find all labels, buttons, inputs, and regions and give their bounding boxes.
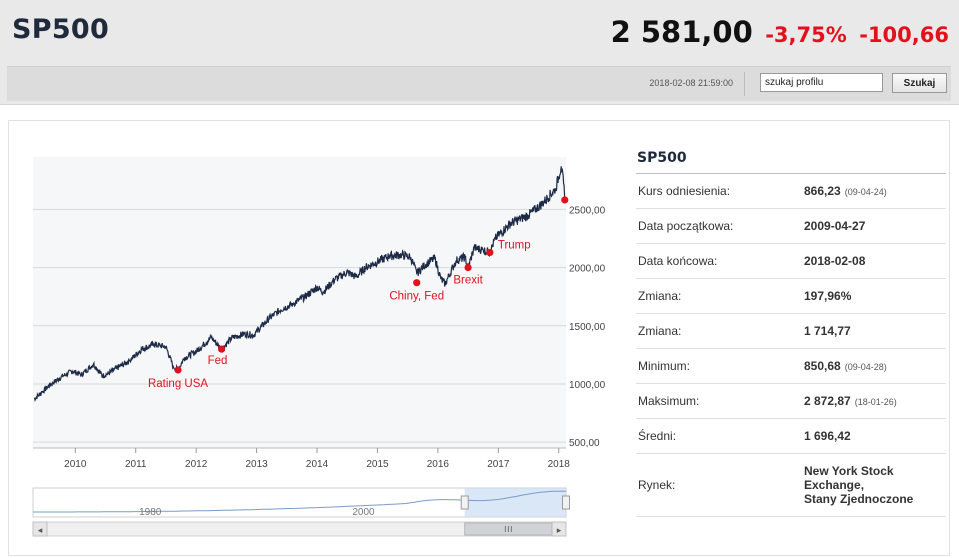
scroll-left-button[interactable] (32, 521, 48, 537)
price-row: 2 581,00 -3,75% -100,66 (611, 15, 949, 49)
symbol-title: SP500 (12, 14, 110, 45)
info-row: Minimum: 850,68 (09-04-28) (636, 348, 946, 384)
info-row: Data końcowa: 2018-02-08 (636, 243, 946, 279)
info-label: Średni: (636, 418, 804, 454)
event-label: Brexit (453, 275, 483, 287)
event-marker (486, 248, 494, 257)
x-tick-label: 2011 (125, 459, 147, 470)
market-line: Exchange, (804, 478, 865, 492)
event-label: Rating USA (148, 378, 208, 390)
x-tick-label: 2010 (64, 459, 87, 470)
info-row: Maksimum: 2 872,87 (18-01-26) (636, 383, 946, 419)
navigator-selection (464, 488, 566, 517)
event-marker (464, 263, 472, 272)
info-label: Data końcowa: (636, 243, 804, 279)
last-price-marker (561, 196, 569, 204)
info-value: 850,68 (804, 359, 841, 373)
info-row: Rynek: New York Stock Exchange, Stany Zjedn… (636, 453, 946, 517)
event-label: Chiny, Fed (389, 291, 444, 303)
info-row: Średni: 1 696,42 (636, 418, 946, 454)
x-tick-label: 2015 (366, 459, 389, 470)
info-label: Maksimum: (636, 383, 804, 419)
info-label: Kurs odniesienia: (636, 174, 804, 209)
y-tick-label: 2000,00 (569, 264, 606, 275)
market-line: Stany Zjednoczone (804, 492, 914, 506)
quote-header: SP500 2 581,00 -3,75% -100,66 2018-02-08… (0, 0, 959, 105)
info-value: 1 714,77 (804, 313, 946, 349)
change-percent: -3,75% (765, 23, 847, 47)
navigator-year-label: 2000 (352, 507, 375, 518)
toolbar: 2018-02-08 21:59:00 Szukaj (7, 66, 951, 101)
info-row: Zmiana: 1 714,77 (636, 313, 946, 349)
navigator-handle (562, 495, 570, 510)
x-tick-label: 2014 (306, 459, 329, 470)
info-label: Data początkowa: (636, 208, 804, 244)
x-tick-label: 2013 (245, 459, 268, 470)
event-label: Trump (498, 239, 531, 251)
info-date-note: (09-04-24) (844, 187, 887, 197)
chart-svg[interactable]: 500,00 1000,00 1500,00 2000,00 2500,00 2010 20… (23, 141, 607, 553)
navigator-series-line (33, 490, 567, 513)
scroll-right-icon: ▸ (557, 525, 562, 535)
price-series-line (33, 166, 566, 402)
last-price: 2 581,00 (610, 15, 753, 49)
event-marker (174, 366, 182, 374)
y-tick-label: 500,00 (569, 438, 600, 449)
info-value: 2 872,87 (804, 394, 851, 408)
x-tick-label: 2016 (427, 459, 450, 470)
info-title: SP500 (636, 150, 946, 174)
y-tick-label: 1000,00 (569, 380, 606, 391)
info-table: Kurs odniesienia: 866,23 (09-04-24) Data p… (636, 174, 946, 517)
info-label: Zmiana: (636, 278, 804, 314)
info-row: Kurs odniesienia: 866,23 (09-04-24) (636, 174, 946, 209)
profile-search-input[interactable] (760, 73, 883, 92)
info-label: Zmiana: (636, 313, 804, 349)
info-row: Zmiana: 197,96% (636, 278, 946, 314)
scroll-grip-icon (504, 526, 512, 532)
event-marker (413, 279, 421, 287)
search-button[interactable]: Szukaj (892, 73, 947, 93)
info-date-note: (18-01-26) (854, 397, 897, 407)
plot-background (33, 157, 566, 448)
change-absolute: -100,66 (859, 23, 949, 47)
info-value: 1 696,42 (804, 418, 946, 454)
x-tick-label: 2012 (185, 459, 208, 470)
market-line: New York Stock (804, 464, 894, 478)
y-tick-label: 2500,00 (569, 205, 606, 216)
info-value: 2009-04-27 (804, 208, 946, 244)
info-row: Data początkowa: 2009-04-27 (636, 208, 946, 244)
event-label: Fed (208, 355, 228, 367)
info-date-note: (09-04-28) (844, 362, 887, 372)
info-panel: SP500 Kurs odniesienia: 866,23 (09-04-24) … (636, 150, 946, 517)
quote-timestamp: 2018-02-08 21:59:00 (649, 78, 733, 88)
info-value: 197,96% (804, 278, 946, 314)
info-value: 2018-02-08 (804, 243, 946, 279)
info-label: Rynek: (636, 453, 804, 517)
y-tick-label: 1500,00 (569, 322, 606, 333)
x-tick-label: 2018 (548, 459, 571, 470)
x-tick-label: 2017 (487, 459, 510, 470)
navigator-year-label: 1980 (139, 507, 162, 518)
price-chart[interactable]: 500,00 1000,00 1500,00 2000,00 2500,00 2010 20… (23, 141, 607, 553)
scroll-left-icon: ◂ (38, 525, 43, 535)
toolbar-divider (744, 72, 745, 96)
navigator-handle (460, 495, 469, 510)
info-value: 866,23 (804, 184, 841, 198)
info-label: Minimum: (636, 348, 804, 384)
event-marker (217, 345, 226, 353)
